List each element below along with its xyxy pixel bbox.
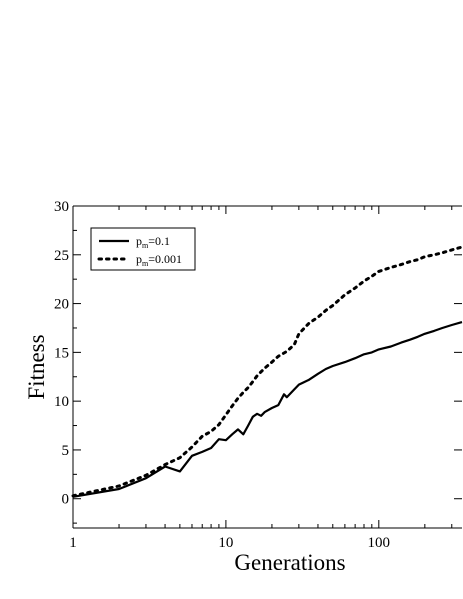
y-axis-label: Fitness xyxy=(24,334,49,399)
legend-label-1: pm=0.1 xyxy=(136,234,170,250)
x-axis-label: Generations xyxy=(234,550,345,575)
x-tick-label: 10 xyxy=(218,535,233,551)
y-tick-label: 0 xyxy=(62,492,70,508)
y-tick-label: 25 xyxy=(54,248,69,264)
y-tick-label: 10 xyxy=(54,394,69,410)
y-tick-label: 5 xyxy=(62,443,70,459)
series-line-2 xyxy=(71,245,463,498)
y-tick-label: 30 xyxy=(54,199,69,215)
legend-label-2: pm=0.001 xyxy=(136,252,182,268)
series-line-1 xyxy=(72,321,463,498)
legend: pm=0.1 pm=0.001 xyxy=(90,227,196,271)
x-tick-label: 100 xyxy=(368,535,391,551)
y-tick-label: 20 xyxy=(54,297,69,313)
plot-area xyxy=(71,245,463,498)
axes: 0 5 10 15 20 25 30 1 10 100 xyxy=(54,199,462,551)
legend-box xyxy=(90,227,196,271)
x-tick-label: 1 xyxy=(69,535,77,551)
y-tick-label: 15 xyxy=(54,345,69,361)
